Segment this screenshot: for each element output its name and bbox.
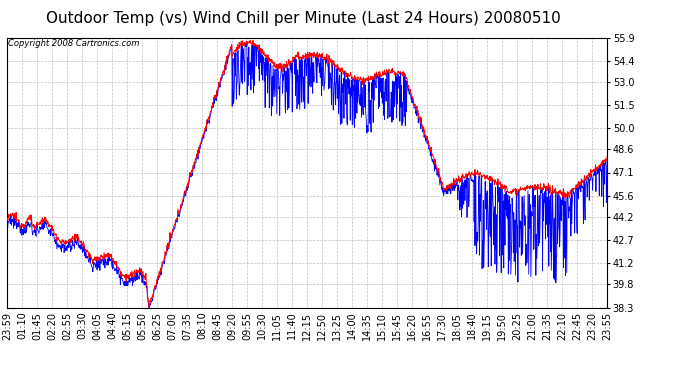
Text: Copyright 2008 Cartronics.com: Copyright 2008 Cartronics.com <box>8 39 139 48</box>
Text: Outdoor Temp (vs) Wind Chill per Minute (Last 24 Hours) 20080510: Outdoor Temp (vs) Wind Chill per Minute … <box>46 11 561 26</box>
